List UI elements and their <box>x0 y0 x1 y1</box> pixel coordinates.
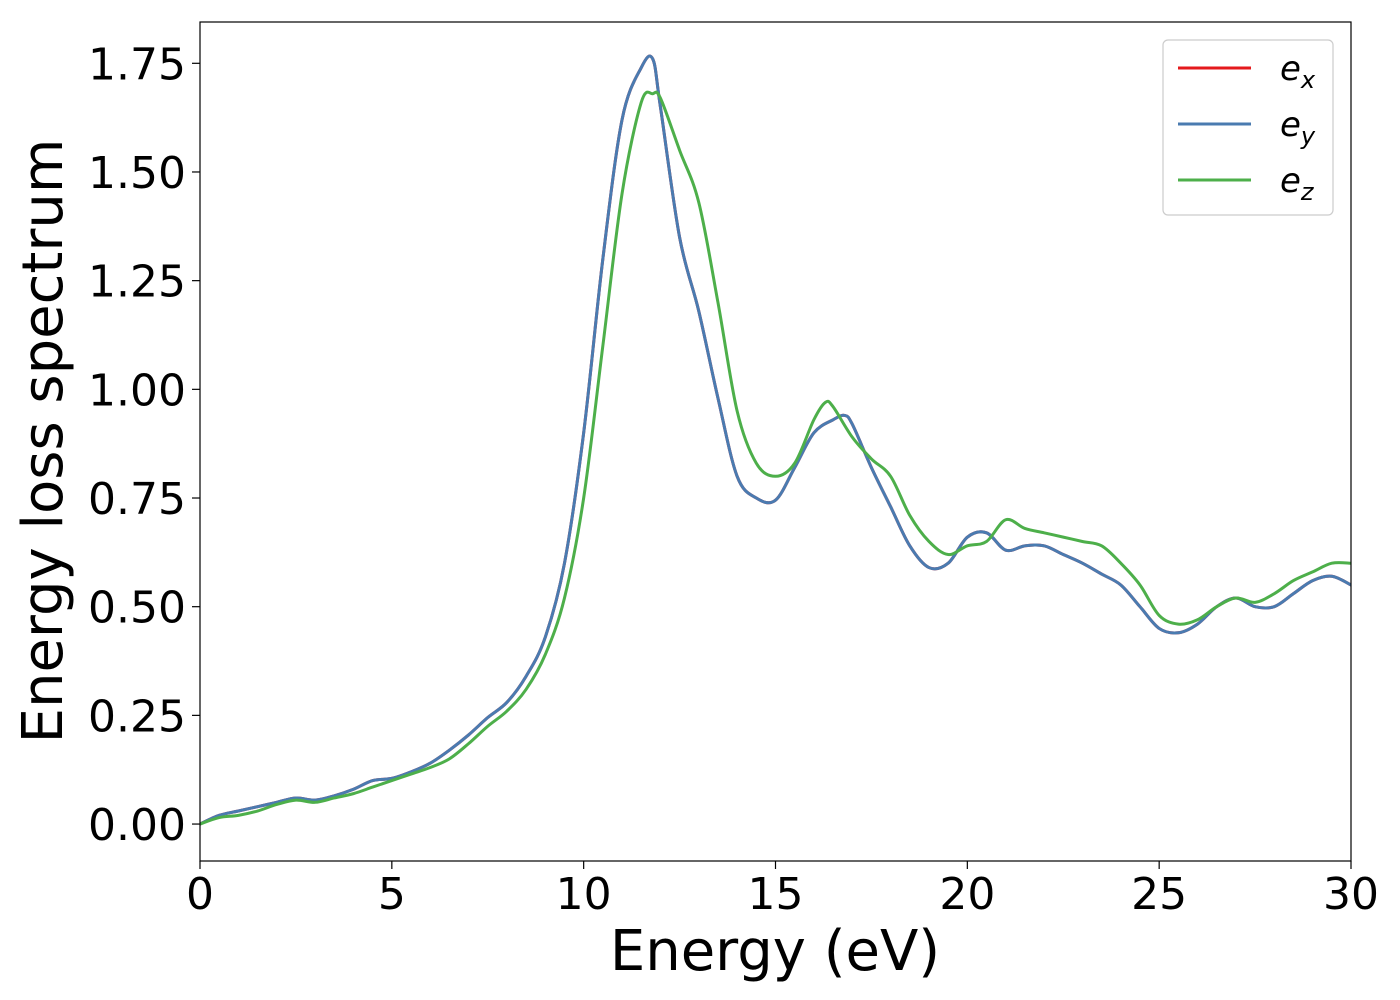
legend-label-x: ex <box>1280 49 1316 94</box>
legend-label-y: ey <box>1280 105 1316 150</box>
x-axis-label: Energy (eV) <box>610 919 940 984</box>
axes: 0 5 10 15 20 25 30 0.00 0.25 0.50 0.75 1.00 1.25 1.50… <box>88 21 1379 920</box>
y-tick-label: 0.00 <box>88 800 186 851</box>
legend: ex ey ez <box>1162 39 1334 216</box>
y-tick-label: 0.75 <box>88 474 186 525</box>
plot-area <box>200 54 1351 826</box>
series-line-y <box>200 54 1351 826</box>
x-tick-label: 0 <box>186 869 214 920</box>
legend-box <box>1162 39 1334 216</box>
x-tick-label: 5 <box>378 869 406 920</box>
legend-label-z: ez <box>1280 161 1315 206</box>
y-tick-label: 1.25 <box>88 257 186 308</box>
x-tick-label: 30 <box>1323 869 1379 920</box>
y-tick-label: 0.25 <box>88 691 186 742</box>
x-tick-label: 15 <box>748 869 804 920</box>
x-tick-label: 25 <box>1131 869 1187 920</box>
y-tick-label: 1.50 <box>88 148 186 199</box>
x-tick-label: 10 <box>556 869 612 920</box>
y-axis-label: Energy loss spectrum <box>11 139 76 744</box>
y-tick-label: 0.50 <box>88 583 186 634</box>
y-tick-label: 1.00 <box>88 365 186 416</box>
series-line-z <box>200 90 1351 826</box>
x-tick-label: 20 <box>939 869 995 920</box>
y-tick-label: 1.75 <box>88 39 186 90</box>
